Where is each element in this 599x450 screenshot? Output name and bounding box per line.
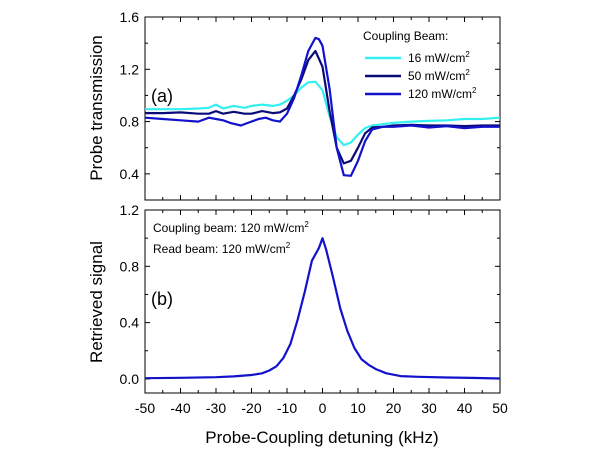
series-line-a-2 xyxy=(144,36,500,177)
y-tick-label-b: 0.8 xyxy=(120,258,140,274)
x-tick-label: -50 xyxy=(135,400,155,416)
y-tick-label-b: 1.2 xyxy=(120,202,140,218)
x-tick-label: 40 xyxy=(457,400,473,416)
y-axis-title-a: Probe transmission xyxy=(87,35,106,181)
x-tick-label: 30 xyxy=(421,400,437,416)
panel-b-series xyxy=(144,237,501,380)
x-tick-label: 10 xyxy=(350,400,366,416)
panel-a-label: (a) xyxy=(151,86,173,106)
x-tick-label: -10 xyxy=(277,400,297,416)
x-tick-label: -30 xyxy=(206,400,226,416)
annotation-read-beam: Read beam: 120 mW/cm2 xyxy=(153,241,291,256)
series-line-a-1 xyxy=(145,49,500,165)
x-tick-label: -20 xyxy=(241,400,261,416)
panel-a-ticks: 0.4 0.8 1.2 1.6 xyxy=(120,9,501,201)
panel-b-label: (b) xyxy=(151,289,173,309)
legend-title: Coupling Beam: xyxy=(363,29,448,43)
y-tick-label-a: 0.4 xyxy=(120,166,140,182)
x-tick-label: -40 xyxy=(170,400,190,416)
x-tick-label: 50 xyxy=(492,400,508,416)
panel-b-ticks: -50 -40 -30 -20 -10 0 10 20 30 40 50 0.0 0.4 0.8 1.2 xyxy=(120,202,508,416)
legend-label-120: 120 mW/cm2 xyxy=(408,86,477,101)
y-tick-label-a: 1.2 xyxy=(120,61,140,77)
legend-label-50: 50 mW/cm2 xyxy=(408,68,470,83)
y-axis-title-b: Retrieved signal xyxy=(87,241,106,363)
legend: Coupling Beam: 16 mW/cm2 50 mW/cm2 120 m… xyxy=(363,29,477,101)
series-line-b-0 xyxy=(144,237,501,380)
legend-label-16: 16 mW/cm2 xyxy=(408,50,470,65)
x-axis-title: Probe-Coupling detuning (kHz) xyxy=(205,428,438,447)
panel-a-series xyxy=(144,36,501,177)
x-tick-label: 0 xyxy=(319,400,327,416)
y-tick-label-a: 1.6 xyxy=(120,9,140,25)
y-tick-label-b: 0.0 xyxy=(120,371,140,387)
y-tick-label-a: 0.8 xyxy=(120,114,140,130)
series-line-a-0 xyxy=(145,80,501,147)
y-tick-label-b: 0.4 xyxy=(120,315,140,331)
annotation-coupling-beam: Coupling beam: 120 mW/cm2 xyxy=(153,220,309,235)
x-tick-label: 20 xyxy=(386,400,402,416)
